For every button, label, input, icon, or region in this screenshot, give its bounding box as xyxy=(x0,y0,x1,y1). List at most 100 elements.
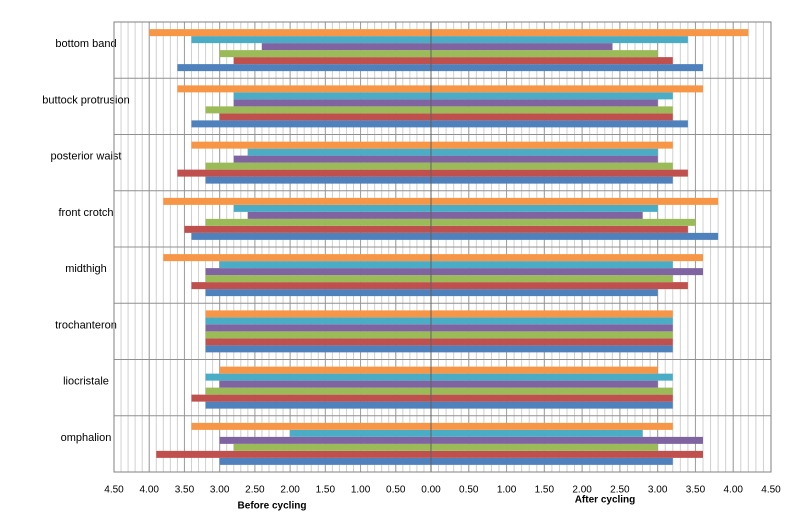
bar xyxy=(431,155,658,163)
bar xyxy=(431,204,658,212)
bar xyxy=(191,422,431,430)
x-tick-label: 0.50 xyxy=(459,485,479,496)
bar xyxy=(233,57,431,65)
bar xyxy=(431,338,673,346)
x-tick-label: 4.00 xyxy=(139,485,159,496)
y-tick-label: bottom band xyxy=(55,38,116,50)
bar xyxy=(205,275,431,283)
bar xyxy=(431,148,658,156)
bar xyxy=(233,99,431,107)
bar xyxy=(431,373,673,381)
bar xyxy=(205,401,431,409)
bar xyxy=(431,43,613,51)
bar xyxy=(184,225,431,233)
bar xyxy=(191,282,431,290)
bar xyxy=(177,85,431,93)
bar xyxy=(233,204,431,212)
bar xyxy=(191,232,431,240)
bar xyxy=(149,29,431,37)
x-tick-label: 3.00 xyxy=(210,485,230,496)
bar xyxy=(431,85,703,93)
bar xyxy=(431,64,703,72)
x-tick-label: 2.50 xyxy=(245,485,265,496)
bar xyxy=(431,436,703,444)
bar xyxy=(205,162,431,170)
bar xyxy=(431,317,673,325)
bar xyxy=(191,141,431,149)
bar xyxy=(431,113,673,121)
bar xyxy=(431,36,688,44)
x-tick-label: 4.50 xyxy=(761,485,781,496)
x-tick-label: 2.00 xyxy=(280,485,300,496)
bar xyxy=(431,324,673,332)
x-tick-label: 1.50 xyxy=(535,485,555,496)
bar xyxy=(205,310,431,318)
bar xyxy=(431,394,673,402)
y-tick-label: midthigh xyxy=(65,263,107,275)
bar xyxy=(431,450,703,458)
bar xyxy=(431,169,688,177)
bar xyxy=(431,380,658,388)
x-tick-label: 1.00 xyxy=(351,485,371,496)
bar xyxy=(290,429,431,437)
bar xyxy=(431,345,673,353)
y-tick-label: trochanteron xyxy=(55,319,117,331)
bar xyxy=(431,120,688,128)
bar xyxy=(431,99,658,107)
bar xyxy=(233,92,431,100)
y-tick-label: buttock protrusion xyxy=(42,94,129,106)
bar xyxy=(431,331,673,339)
bar xyxy=(431,457,673,465)
bar xyxy=(205,176,431,184)
bar xyxy=(431,261,673,269)
bar xyxy=(431,310,673,318)
bar xyxy=(205,218,431,226)
y-tick-label: liocristale xyxy=(63,376,109,388)
x-tick-label: 3.00 xyxy=(648,485,668,496)
bar xyxy=(205,373,431,381)
bar xyxy=(205,289,431,297)
bar xyxy=(431,282,688,290)
bar xyxy=(156,450,431,458)
x-tick-label: 0.50 xyxy=(386,485,406,496)
bar xyxy=(431,429,643,437)
x-tick-label: 2.50 xyxy=(610,485,630,496)
y-tick-label: omphalion xyxy=(61,432,112,444)
bar xyxy=(177,64,431,72)
bar xyxy=(431,225,688,233)
x-tick-label: 4.00 xyxy=(723,485,743,496)
bar xyxy=(261,43,431,51)
y-tick-label: front crotch xyxy=(58,207,113,219)
bar xyxy=(431,176,673,184)
bar xyxy=(431,197,719,205)
bar xyxy=(219,380,431,388)
x-axis-label: Before cycling xyxy=(238,501,307,512)
bar xyxy=(431,50,658,58)
x-tick-label: 3.50 xyxy=(686,485,706,496)
x-tick-label: 0.00 xyxy=(421,485,441,496)
bar xyxy=(205,387,431,395)
bar xyxy=(205,268,431,276)
x-tick-label: 3.50 xyxy=(175,485,195,496)
bar xyxy=(205,106,431,114)
bar xyxy=(163,254,432,262)
bar xyxy=(177,169,431,177)
bar xyxy=(431,401,673,409)
bar xyxy=(431,57,673,65)
x-tick-label: 1.50 xyxy=(316,485,336,496)
bar xyxy=(431,387,673,395)
bar xyxy=(431,232,719,240)
bar xyxy=(431,141,673,149)
bar xyxy=(191,120,431,128)
bar xyxy=(431,289,658,297)
bar xyxy=(205,345,431,353)
bar xyxy=(431,275,673,283)
x-tick-label: 1.00 xyxy=(497,485,517,496)
bar xyxy=(233,155,431,163)
bar xyxy=(233,443,431,451)
bar xyxy=(431,92,673,100)
bar xyxy=(219,457,431,465)
bar xyxy=(219,261,431,269)
bar xyxy=(431,268,703,276)
bar xyxy=(431,29,749,37)
